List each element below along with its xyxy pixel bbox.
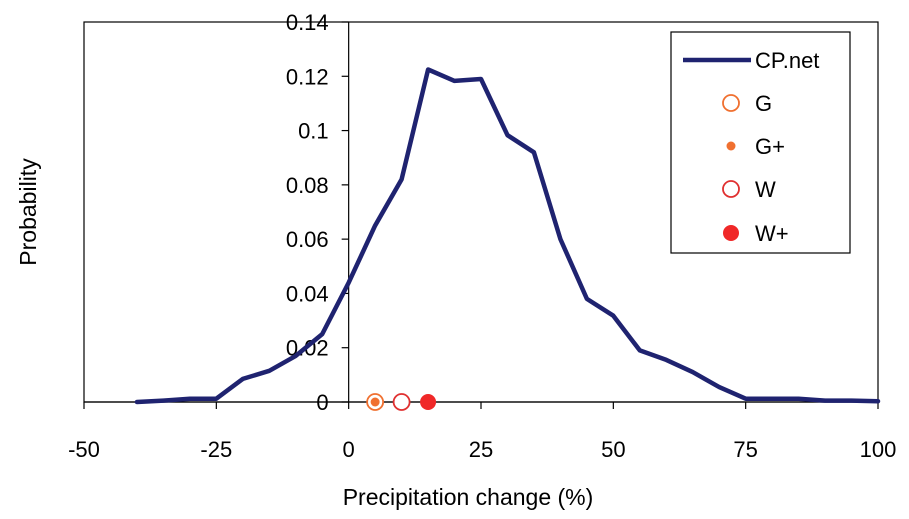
y-tick-label: 0.12 bbox=[286, 64, 329, 89]
y-tick-label: 0.04 bbox=[286, 281, 329, 306]
y-tick-label: 0.14 bbox=[286, 10, 329, 35]
legend-label-w-plus: W+ bbox=[755, 221, 789, 246]
legend-label-g: G bbox=[755, 91, 772, 116]
legend-swatch-g-plus bbox=[726, 141, 736, 151]
x-tick-label: 25 bbox=[469, 437, 493, 462]
x-tick-label: 0 bbox=[343, 437, 355, 462]
legend-label-g-plus: G+ bbox=[755, 134, 785, 159]
data-point-w bbox=[392, 393, 411, 411]
legend-swatch-w bbox=[722, 180, 740, 198]
x-tick-label: -25 bbox=[200, 437, 232, 462]
y-tick-label: 0 bbox=[316, 390, 328, 415]
legend-box bbox=[670, 31, 851, 254]
y-tick-label: 0.08 bbox=[286, 173, 329, 198]
series-line-cp-net bbox=[134, 67, 881, 405]
x-tick-label: 100 bbox=[860, 437, 897, 462]
y-axis-title: Probability bbox=[15, 158, 41, 266]
x-tick-label: -50 bbox=[68, 437, 100, 462]
legend-label-w: W bbox=[755, 177, 776, 202]
legend: CP.net G G+ W W+ bbox=[670, 31, 851, 254]
x-tick-label: 50 bbox=[601, 437, 625, 462]
x-axis-title: Precipitation change (%) bbox=[343, 484, 594, 510]
y-tick-label: 0.06 bbox=[286, 227, 329, 252]
x-tick-labels: -50 -25 0 25 50 75 100 bbox=[68, 437, 896, 462]
x-tick-label: 75 bbox=[733, 437, 757, 462]
y-tick-labels: 00.020.040.060.080.10.120.14 bbox=[286, 10, 329, 415]
series-layer bbox=[134, 67, 881, 411]
y-tick-label: 0.1 bbox=[298, 119, 329, 144]
data-point-w-plus bbox=[420, 394, 437, 410]
legend-swatch-w-plus bbox=[723, 225, 739, 241]
legend-label-cp-net: CP.net bbox=[755, 48, 819, 73]
legend-swatch-g bbox=[722, 94, 740, 112]
data-point-g-plus bbox=[370, 397, 380, 407]
